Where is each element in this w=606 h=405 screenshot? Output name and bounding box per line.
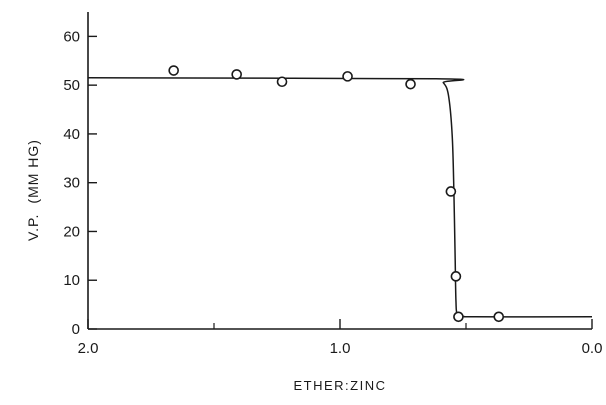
axes bbox=[87, 12, 592, 330]
y-tick-label-30: 30 bbox=[63, 175, 80, 192]
y-axis-unit: (MM HG) bbox=[25, 139, 41, 204]
y-tick-label-20: 20 bbox=[63, 223, 80, 240]
y-axis-title: V.P. (MM HG) bbox=[25, 139, 41, 241]
x-axis-title: ETHER:ZINC bbox=[294, 378, 387, 393]
data-point-4 bbox=[342, 71, 353, 82]
data-point-7 bbox=[450, 271, 462, 282]
x-tick-label-1.0: 1.0 bbox=[330, 340, 351, 357]
fitted-curve bbox=[87, 77, 593, 318]
data-point-1 bbox=[168, 65, 179, 76]
y-axis-title-group: V.P. (MM HG) bbox=[25, 139, 41, 241]
y-tick-label-10: 10 bbox=[63, 272, 80, 289]
y-axis-label: V.P. bbox=[25, 214, 41, 241]
x-tick-label-0.0: 0.0 bbox=[582, 340, 603, 357]
points-layer bbox=[168, 65, 505, 323]
data-point-5 bbox=[405, 78, 416, 90]
tick-labels: 0 10 20 30 40 50 60 2.0 1.0 0.0 bbox=[63, 28, 602, 357]
data-point-8 bbox=[453, 311, 464, 323]
data-point-2 bbox=[231, 69, 242, 80]
y-tick-label-0: 0 bbox=[72, 321, 80, 338]
curve-layer bbox=[87, 77, 593, 318]
y-tick-label-50: 50 bbox=[63, 77, 80, 94]
data-point-3 bbox=[276, 76, 288, 88]
data-point-9 bbox=[493, 311, 505, 323]
x-tick-label-2.0: 2.0 bbox=[78, 340, 99, 357]
y-tick-label-60: 60 bbox=[63, 28, 80, 45]
y-tick-label-40: 40 bbox=[63, 126, 80, 143]
tick-marks bbox=[87, 35, 593, 330]
data-point-6 bbox=[445, 186, 457, 197]
